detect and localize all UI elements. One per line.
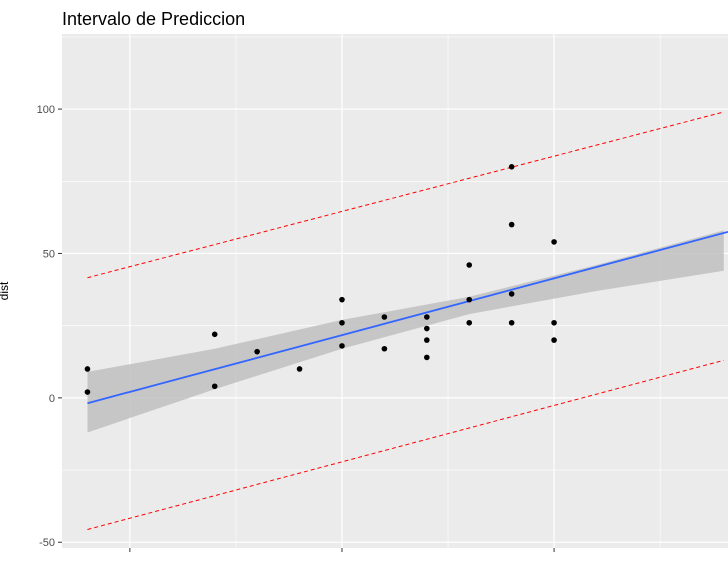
data-point: [254, 348, 260, 355]
confidence-band-layer: [87, 230, 724, 433]
data-point: [424, 337, 430, 343]
prediction-lower-line: [87, 359, 724, 531]
data-point: [508, 291, 515, 297]
data-point: [211, 383, 218, 390]
y-tick-label: 50: [43, 248, 55, 260]
points-layer: [84, 164, 557, 395]
data-point: [339, 319, 345, 326]
data-point: [466, 262, 473, 268]
data-point: [381, 345, 388, 352]
data-point: [508, 164, 515, 170]
y-tick-label: 100: [37, 104, 55, 116]
regression-line: [87, 230, 728, 405]
y-tick-label: -50: [39, 537, 55, 549]
data-point: [424, 325, 430, 332]
data-point: [424, 314, 430, 320]
data-point: [508, 319, 515, 326]
y-axis-label: dist: [0, 281, 11, 300]
axes: -50 0 50 100: [37, 104, 555, 552]
prediction-upper-line: [87, 111, 724, 279]
data-point: [551, 319, 557, 326]
fit-line-layer: [87, 230, 728, 405]
data-point: [84, 366, 91, 372]
data-point: [211, 331, 218, 338]
data-point: [339, 343, 345, 349]
data-point: [381, 314, 388, 320]
data-point: [84, 389, 91, 395]
data-point: [466, 296, 473, 303]
data-point: [551, 239, 557, 245]
data-point: [296, 366, 303, 372]
plot-panel: [62, 34, 728, 548]
data-point: [466, 319, 473, 326]
confidence-band: [87, 230, 724, 433]
y-tick-label: 0: [49, 393, 55, 405]
data-point: [339, 296, 345, 303]
data-point: [508, 221, 515, 228]
data-point: [424, 354, 430, 361]
prediction-lines-layer: [87, 111, 724, 531]
data-point: [551, 337, 557, 343]
chart-title: Intervalo de Prediccion: [62, 9, 246, 29]
